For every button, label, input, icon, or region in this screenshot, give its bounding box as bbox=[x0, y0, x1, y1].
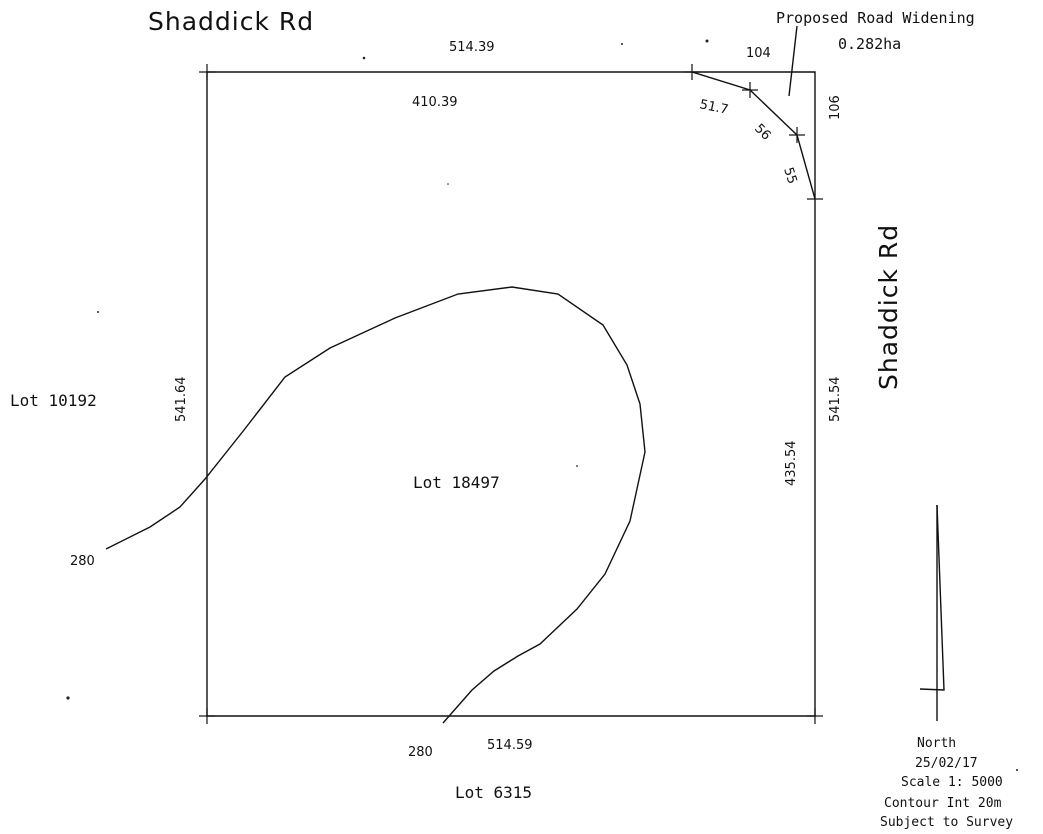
dim-chord-2: 56 bbox=[751, 121, 773, 143]
dim-north-widening: 104 bbox=[746, 46, 771, 61]
road-name-east: Shaddick Rd bbox=[874, 224, 903, 390]
boundary-ticks bbox=[199, 64, 823, 724]
dim-east-widening: 106 bbox=[828, 95, 843, 120]
contour-label-west: 280 bbox=[70, 554, 95, 569]
survey-note: Subject to Survey bbox=[880, 815, 1013, 830]
dim-west: 541.64 bbox=[174, 377, 189, 423]
lot-boundary bbox=[206, 71, 816, 717]
lot-label-south: Lot 6315 bbox=[455, 783, 532, 802]
road-name-top: Shaddick Rd bbox=[148, 7, 314, 36]
dim-east-outer: 541.54 bbox=[828, 377, 843, 423]
dim-north-outer: 514.39 bbox=[449, 40, 495, 55]
road-widening-leader bbox=[788, 25, 798, 97]
dim-south: 514.59 bbox=[487, 738, 533, 753]
dim-east-inner: 435.54 bbox=[784, 441, 799, 487]
road-widening-boundary bbox=[692, 71, 816, 199]
contour-280-line bbox=[105, 286, 646, 724]
plan-scale: Scale 1: 5000 bbox=[901, 775, 1003, 790]
contour-interval: Contour Int 20m bbox=[884, 796, 1002, 811]
dim-chord-1: 51.7 bbox=[698, 97, 729, 118]
contour-label-south: 280 bbox=[408, 745, 433, 760]
dim-chord-3: 55 bbox=[780, 166, 799, 186]
scan-specks bbox=[66, 39, 1018, 771]
dim-north-inner: 410.39 bbox=[412, 95, 458, 110]
road-widening-area: 0.282ha bbox=[838, 35, 901, 53]
lot-label-subject: Lot 18497 bbox=[413, 473, 500, 492]
plan-date: 25/02/17 bbox=[915, 756, 978, 771]
north-label: North bbox=[917, 736, 956, 751]
road-widening-label: Proposed Road Widening bbox=[776, 9, 975, 27]
lot-label-west: Lot 10192 bbox=[10, 391, 97, 410]
north-arrow bbox=[919, 504, 945, 721]
